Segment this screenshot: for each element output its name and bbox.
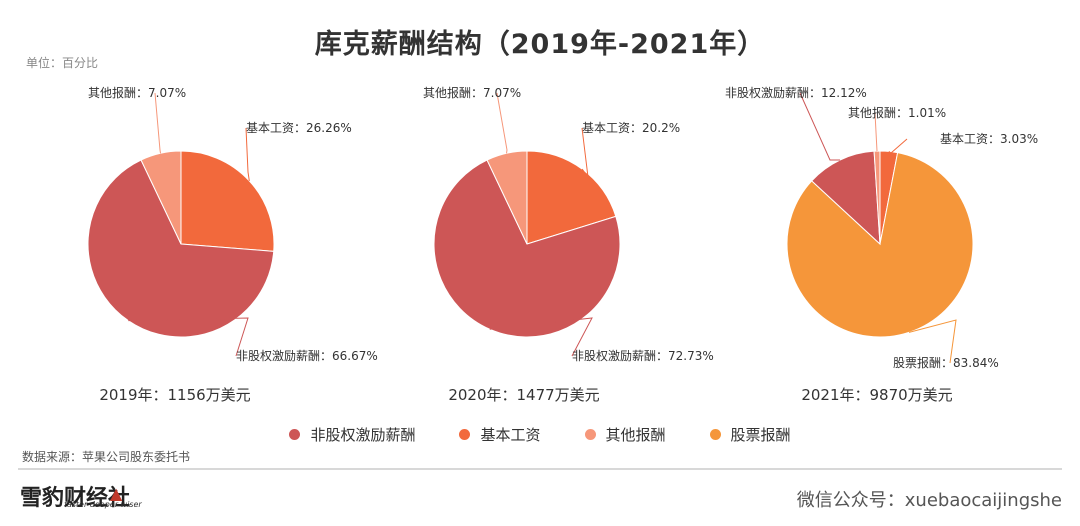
leader-line (888, 138, 908, 154)
slice-label: 股票报酬：83.84% (893, 355, 999, 370)
brand-logo: 雪豹财经社 ▲ faster deeper wiser (20, 480, 142, 512)
pie-slice (180, 150, 275, 252)
leader-line (908, 319, 957, 364)
legend-item: 非股权激励薪酬 (289, 424, 415, 445)
pie-caption: 2021年：9870万美元 (801, 386, 952, 404)
chart-title: 库克薪酬结构（2019年-2021年） (314, 29, 766, 60)
unit-label: 单位：百分比 (26, 56, 99, 70)
slice-label: 非股权激励薪酬：66.67% (236, 349, 378, 363)
leader-line (799, 92, 841, 161)
pie-charts: 基本工资：26.26% 非股权激励薪酬：66.67% 其他报酬：7.07% 2019年… (87, 85, 1038, 404)
legend-swatch-icon (289, 429, 301, 440)
legend-swatch-icon (459, 429, 471, 440)
slice-label: 其他报酬：7.07% (88, 85, 186, 100)
brand-name: 雪豹财经社 (20, 485, 131, 511)
leopard-icon: ▲ (110, 484, 123, 503)
legend-item: 基本工资 (459, 424, 541, 445)
slice-label: 非股权激励薪酬：12.12% (725, 86, 867, 100)
legend-swatch-icon (584, 429, 596, 440)
legend-item: 股票报酬 (709, 424, 791, 445)
pie-slice (786, 152, 974, 338)
slice-label: 其他报酬：7.07% (423, 85, 521, 100)
brand-tagline: faster deeper wiser (64, 500, 142, 509)
legend-label: 非股权激励薪酬 (310, 426, 416, 444)
footer-divider (18, 468, 1062, 470)
leader-line (489, 317, 593, 357)
legend-label: 基本工资 (480, 426, 541, 444)
pie-slice (140, 150, 182, 245)
pie-caption: 2019年：1156万美元 (99, 386, 250, 404)
pie-slice (810, 150, 881, 246)
leader-line (154, 92, 162, 154)
legend-swatch-icon (709, 429, 721, 440)
legend-label: 股票报酬 (730, 426, 791, 444)
slice-label: 基本工资：20.2% (582, 121, 680, 135)
slice-label: 基本工资：26.26% (246, 121, 352, 135)
legend-label: 其他报酬 (605, 426, 666, 444)
wechat-account: 微信公众号：xuebaocaijingshe (796, 490, 1062, 511)
leader-line (874, 112, 878, 152)
legend-item: 其他报酬 (584, 424, 666, 445)
legend: 非股权激励薪酬 基本工资 其他报酬 股票报酬 (0, 424, 1080, 445)
slice-label: 其他报酬：1.01% (848, 105, 946, 120)
source-note: 数据来源：苹果公司股东委托书 (22, 450, 191, 464)
slice-label: 非股权激励薪酬：72.73% (572, 349, 714, 363)
leader-line (245, 127, 250, 181)
slice-label: 基本工资：3.03% (940, 132, 1038, 146)
leader-line (496, 92, 508, 154)
pie-caption: 2020年：1477万美元 (448, 386, 599, 404)
leader-line (581, 127, 589, 179)
leader-line (128, 317, 249, 357)
